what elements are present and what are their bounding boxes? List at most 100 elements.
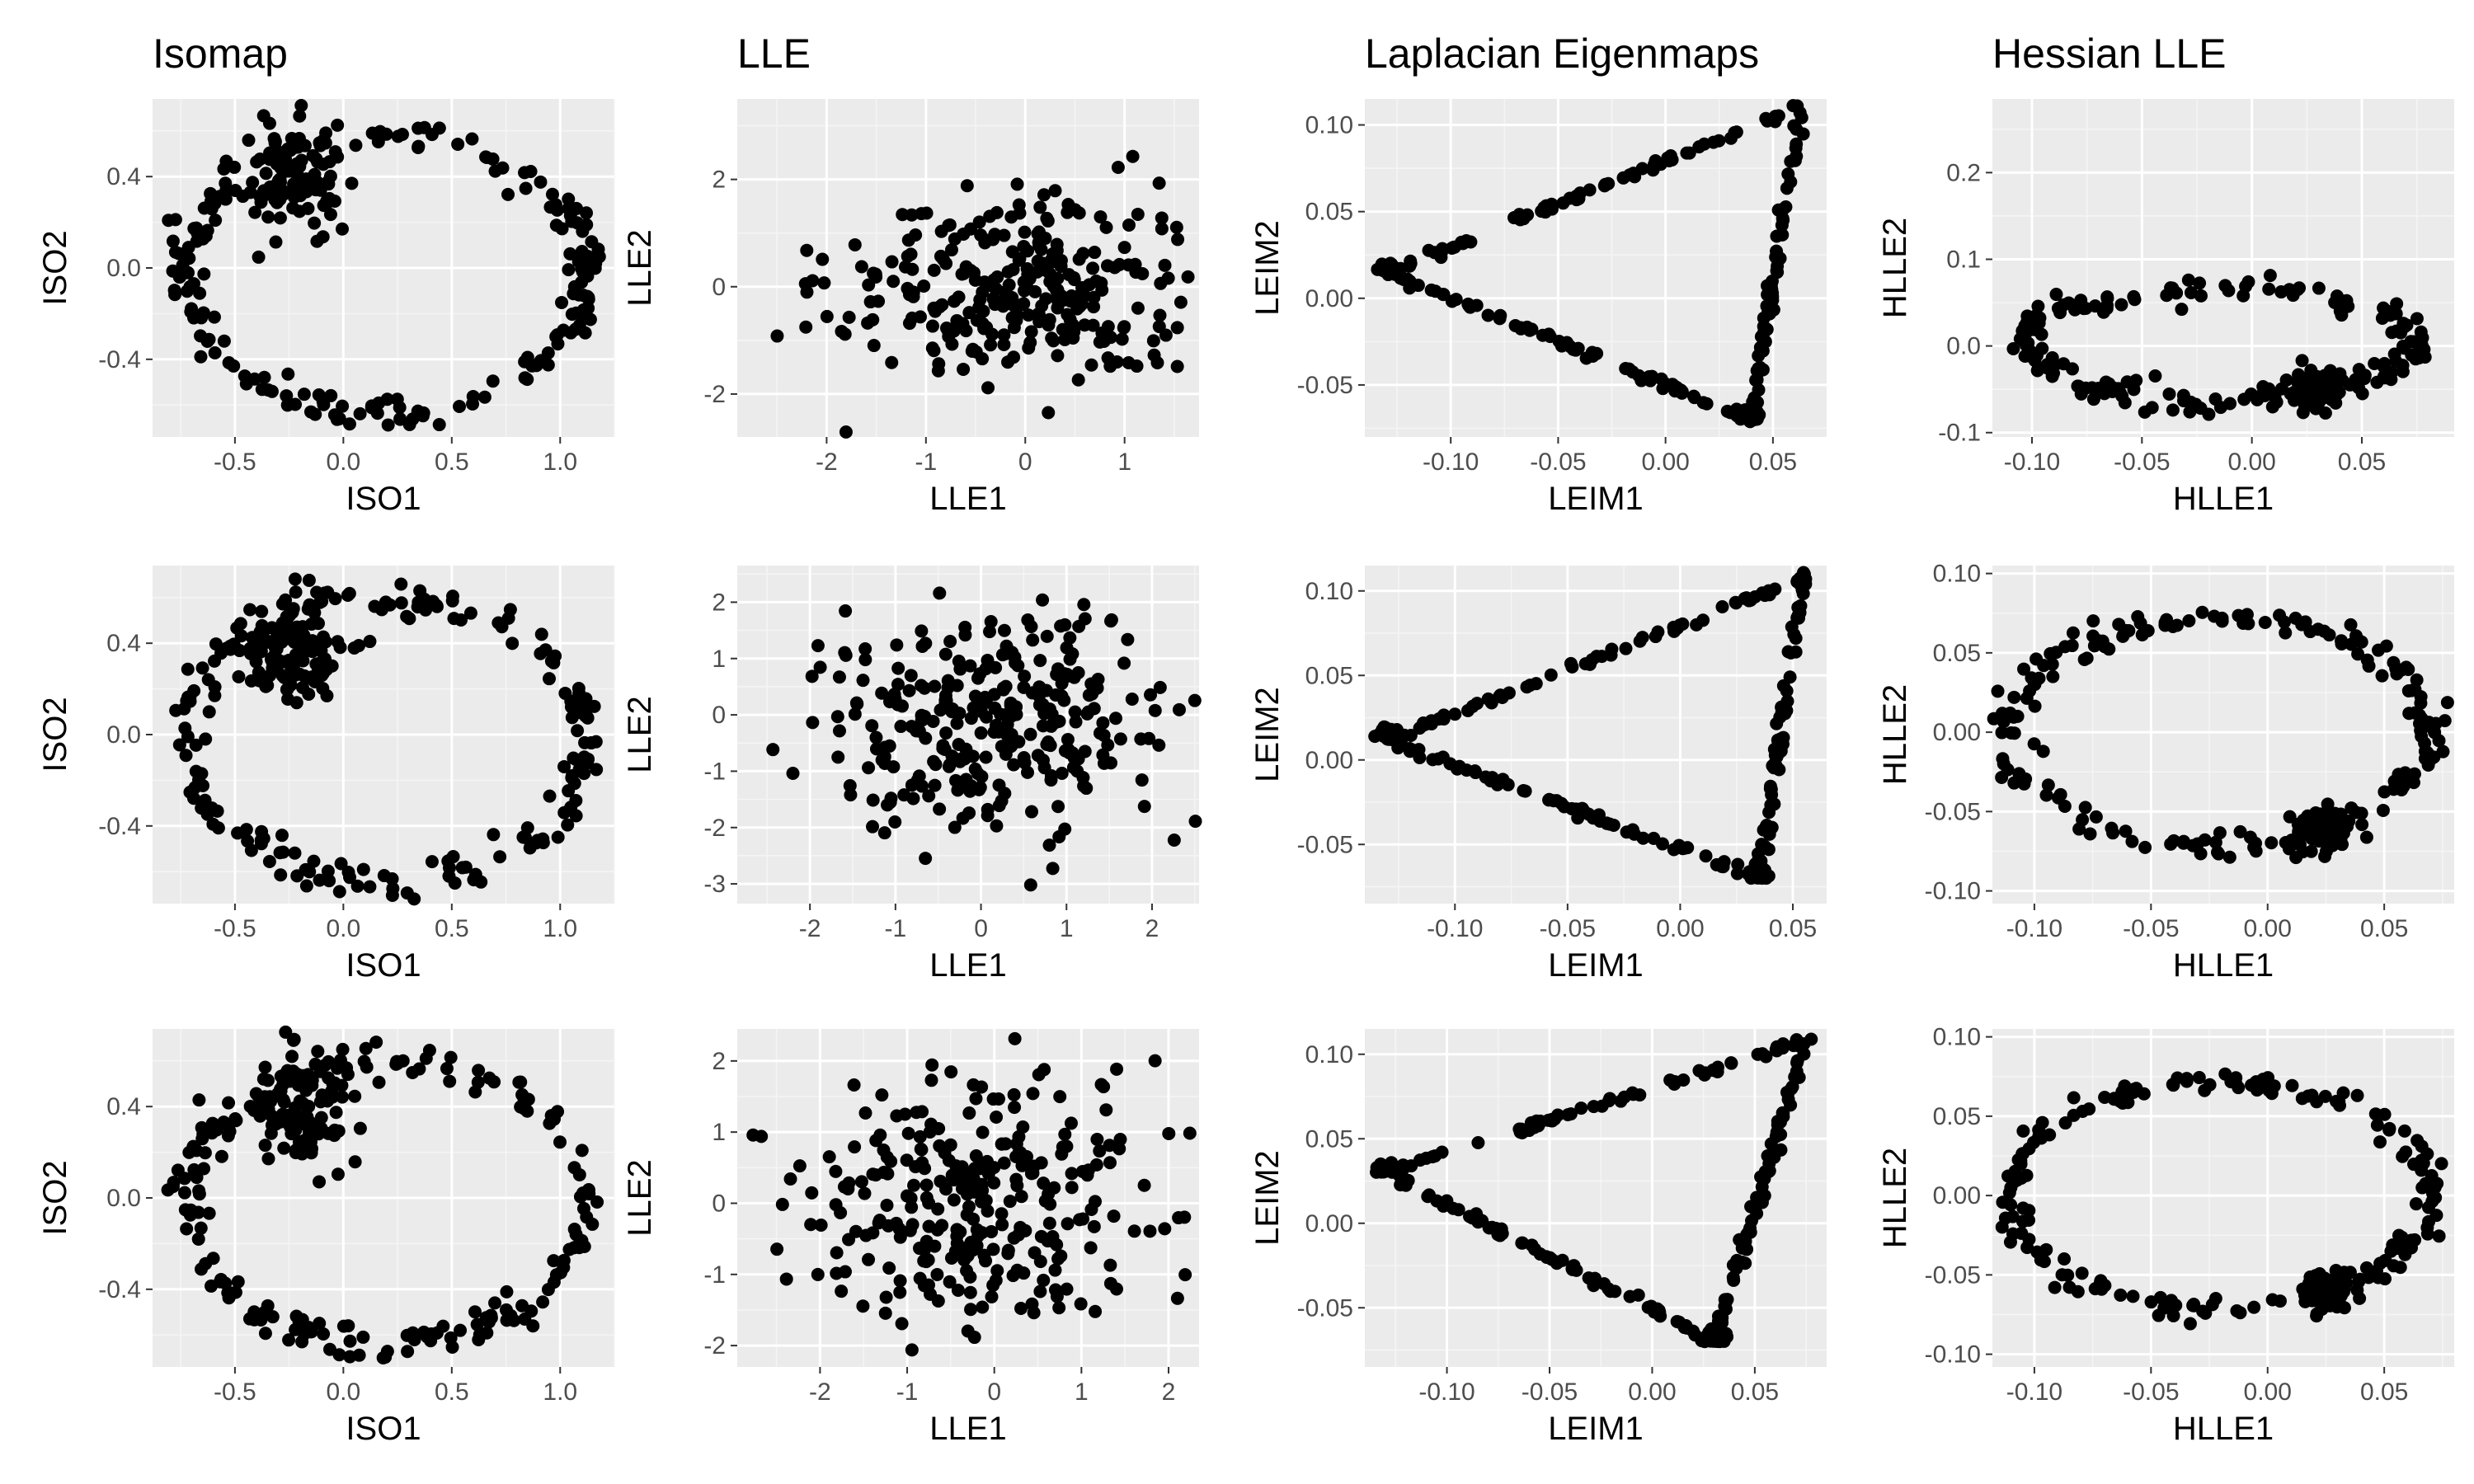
y-tick-label: -0.4 xyxy=(98,1276,141,1303)
scatter-point xyxy=(2037,659,2051,673)
scatter-point xyxy=(880,1198,894,1212)
scatter-point xyxy=(1583,183,1597,197)
scatter-point xyxy=(562,263,576,277)
scatter-point xyxy=(2415,1163,2429,1177)
scatter-point xyxy=(249,655,263,669)
scatter-point xyxy=(580,206,594,220)
scatter-point xyxy=(938,647,952,661)
scatter-point xyxy=(915,779,929,793)
scatter-point xyxy=(888,815,902,829)
scatter-point xyxy=(1747,391,1761,405)
y-tick-label: 0 xyxy=(712,702,726,729)
scatter-point xyxy=(1017,751,1031,765)
scatter-point xyxy=(313,873,327,887)
scatter-point xyxy=(1784,175,1798,189)
scatter-point xyxy=(349,139,363,153)
scatter-point xyxy=(199,732,213,746)
x-tick-label: -0.5 xyxy=(214,915,256,942)
scatter-point xyxy=(2087,639,2101,653)
scatter-point xyxy=(1003,1195,1017,1209)
scatter-point xyxy=(963,1285,977,1299)
scatter-point xyxy=(279,1066,293,1080)
scatter-point xyxy=(975,1080,989,1094)
scatter-point xyxy=(1598,177,1612,191)
col-title-lle: LLE xyxy=(737,31,811,77)
scatter-point xyxy=(447,612,461,626)
scatter-point xyxy=(261,1152,275,1166)
scatter-point xyxy=(385,889,399,903)
y-tick-label: -0.10 xyxy=(1925,1341,1981,1369)
scatter-point xyxy=(1152,320,1166,334)
scatter-point xyxy=(1574,1101,1588,1115)
scatter-point xyxy=(913,310,927,324)
scatter-point xyxy=(1060,1282,1074,1296)
scatter-point xyxy=(312,387,326,402)
scatter-point xyxy=(352,1348,366,1362)
scatter-point xyxy=(1061,743,1075,757)
scatter-point xyxy=(2194,847,2208,861)
scatter-point xyxy=(2296,1282,2310,1296)
scatter-point xyxy=(342,586,356,600)
scatter-point xyxy=(1696,613,1710,627)
scatter-point xyxy=(2180,1074,2194,1088)
x-tick-label: -2 xyxy=(799,915,821,942)
scatter-point xyxy=(1001,1247,1015,1261)
scatter-point xyxy=(1042,838,1056,852)
scatter-point xyxy=(1122,218,1136,232)
points xyxy=(770,149,1195,439)
y-tick-label: 0 xyxy=(712,274,726,301)
scatter-point xyxy=(2058,1116,2072,1130)
scatter-point xyxy=(499,1303,513,1317)
scatter-point xyxy=(1565,660,1579,674)
scatter-point xyxy=(553,1266,567,1280)
scatter-point xyxy=(922,1196,936,1210)
scatter-point xyxy=(571,724,585,738)
y-tick-label: 0.00 xyxy=(1305,1210,1353,1237)
scatter-point xyxy=(2396,780,2411,794)
scatter-point xyxy=(1461,297,1475,311)
scatter-point xyxy=(279,593,293,607)
scatter-point xyxy=(1792,611,1806,625)
scatter-point xyxy=(580,1210,594,1224)
scatter-point xyxy=(1776,730,1790,744)
scatter-point xyxy=(331,118,345,132)
scatter-point xyxy=(245,631,259,645)
scatter-point xyxy=(1172,702,1186,716)
scatter-point xyxy=(495,620,509,634)
y-tick-label: -0.05 xyxy=(1297,1294,1353,1322)
scatter-point xyxy=(990,1264,1004,1278)
scatter-point xyxy=(1051,1252,1065,1266)
col-title-hessian: Hessian LLE xyxy=(1992,31,2227,77)
y-tick-label: -2 xyxy=(703,815,726,842)
scatter-point xyxy=(1381,262,1395,276)
scatter-point xyxy=(1061,667,1075,681)
y-axis-title: LLE2 xyxy=(622,696,658,773)
scatter-point xyxy=(1097,728,1111,742)
scatter-point xyxy=(1804,1032,1818,1046)
scatter-point xyxy=(1515,1236,1529,1250)
y-tick-label: -1 xyxy=(703,758,726,785)
scatter-point xyxy=(1592,808,1606,822)
scatter-point xyxy=(1010,177,1024,191)
scatter-point xyxy=(2044,646,2058,660)
scatter-point xyxy=(830,710,844,724)
scatter-point xyxy=(1158,1222,1172,1236)
scatter-point xyxy=(2016,1201,2030,1215)
scatter-point xyxy=(297,1134,311,1148)
scatter-point xyxy=(303,865,317,879)
x-tick-label: -1 xyxy=(896,1378,919,1406)
scatter-point xyxy=(2362,659,2376,673)
scatter-point xyxy=(979,750,993,764)
scatter-point xyxy=(371,134,385,148)
scatter-point xyxy=(198,1146,212,1160)
scatter-point xyxy=(1003,727,1017,741)
scatter-point xyxy=(822,1150,836,1164)
scatter-point xyxy=(2265,836,2279,850)
scatter-point xyxy=(294,99,308,113)
scatter-point xyxy=(180,1222,194,1236)
scatter-point xyxy=(879,1290,893,1304)
scatter-point xyxy=(2296,845,2310,859)
scatter-point xyxy=(297,387,311,402)
scatter-point xyxy=(2440,696,2454,710)
scatter-point xyxy=(1043,1197,1057,1211)
